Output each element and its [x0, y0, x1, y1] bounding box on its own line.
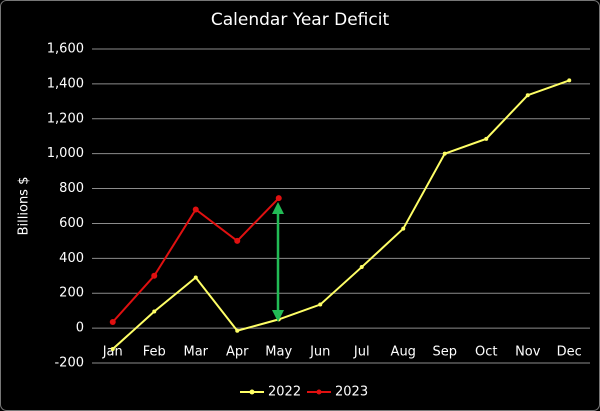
data-point	[192, 206, 199, 213]
data-point	[234, 237, 241, 244]
series-line	[112, 79, 570, 350]
arrow-head	[272, 202, 284, 214]
data-point	[235, 328, 240, 333]
data-point	[151, 272, 158, 279]
y-tick-label: 400	[59, 251, 84, 266]
data-point	[109, 319, 116, 326]
x-tick-label: Aug	[391, 345, 416, 360]
arrow-head	[272, 310, 284, 322]
x-tick-label: Apr	[226, 345, 249, 360]
x-tick-label: May	[265, 345, 292, 360]
y-tick-label: -200	[54, 356, 84, 371]
legend-label: 2023	[335, 385, 368, 400]
x-tick-label: Jul	[353, 345, 370, 360]
x-tick-label: Nov	[515, 345, 541, 360]
x-tick-label: Jun	[309, 345, 330, 360]
data-point	[275, 195, 282, 202]
y-axis-label: Billions $	[17, 177, 32, 236]
y-tick-label: 0	[76, 321, 84, 336]
legend-label: 2022	[268, 385, 301, 400]
data-point	[318, 302, 323, 307]
y-tick-label: 200	[59, 286, 84, 301]
y-tick-label: 1,200	[47, 111, 84, 126]
x-tick-label: Jan	[102, 345, 123, 360]
y-tick-label: 600	[59, 216, 84, 231]
x-tick-label: Oct	[475, 345, 497, 360]
data-point	[359, 265, 364, 270]
y-tick-label: 1,600	[47, 42, 84, 57]
data-point	[484, 136, 489, 141]
chart-title: Calendar Year Deficit	[211, 10, 390, 30]
legend-marker	[249, 389, 255, 395]
x-tick-label: Mar	[183, 345, 208, 360]
x-tick-label: Sep	[432, 345, 457, 360]
y-tick-label: 1,000	[47, 146, 84, 161]
y-tick-label: 800	[59, 181, 84, 196]
data-point	[152, 309, 157, 314]
x-tick-label: Dec	[557, 345, 582, 360]
legend-item: 2022	[240, 385, 301, 400]
data-point	[110, 347, 115, 352]
annotation-arrow	[272, 202, 284, 322]
data-point	[401, 226, 406, 231]
x-tick-label: Feb	[143, 345, 166, 360]
data-point	[193, 275, 198, 280]
data-point	[567, 78, 572, 83]
y-tick-label: 1,400	[47, 76, 84, 91]
legend-item: 2023	[307, 385, 368, 400]
legend-marker	[316, 389, 322, 395]
data-point	[442, 151, 447, 156]
data-point	[525, 93, 530, 98]
